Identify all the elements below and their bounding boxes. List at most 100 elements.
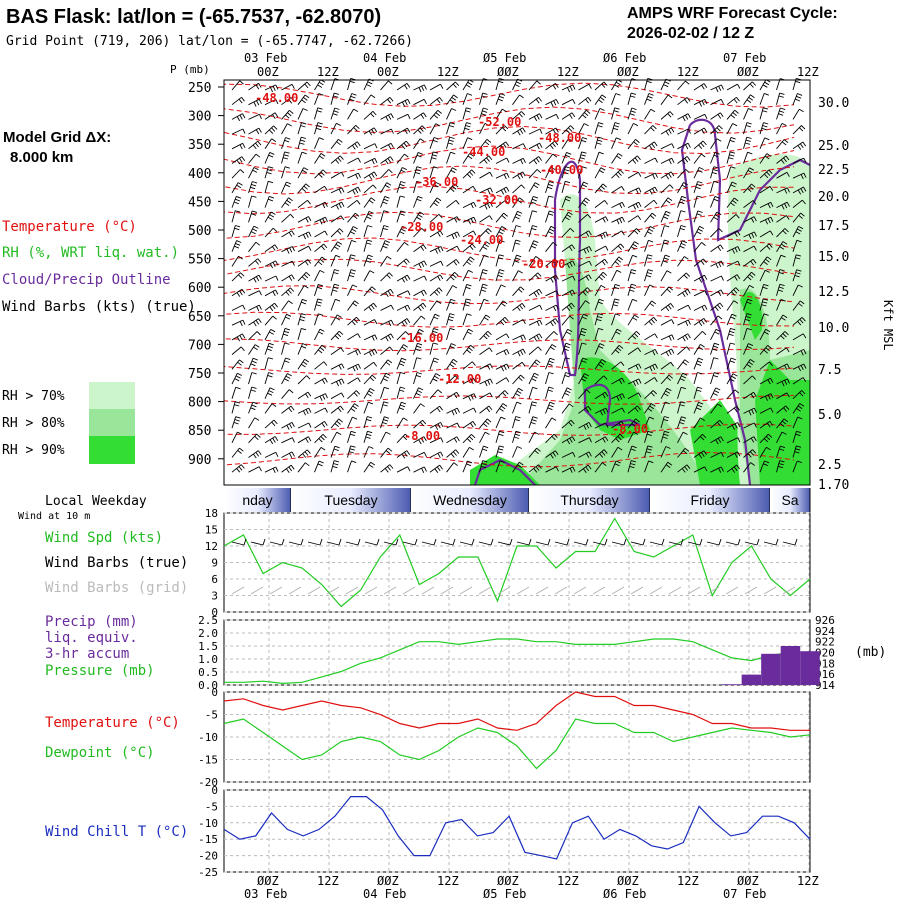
wind-barb-feather	[367, 81, 373, 85]
wind-barb-staff	[594, 449, 605, 458]
wind-barb-feather	[500, 320, 505, 326]
wind-barb-staff	[363, 416, 368, 429]
wind-barb-feather	[434, 468, 439, 473]
wind-barb-feather	[404, 452, 408, 457]
wind-barb-feather	[796, 430, 802, 434]
wind-barb-feather	[550, 321, 554, 327]
wind-barb-feather	[617, 436, 622, 441]
wind-barb-feather	[307, 259, 312, 264]
wind-barb-staff	[248, 358, 254, 370]
wind-barb-feather	[336, 122, 341, 126]
wind-barb-feather	[750, 462, 755, 466]
wind-barb-staff	[743, 200, 754, 208]
wind-barb-feather	[455, 259, 460, 264]
wind-barb-feather	[749, 167, 755, 171]
wind-barb-feather	[784, 188, 788, 194]
wind-barb-feather	[371, 159, 375, 165]
wind-barb-staff	[611, 393, 623, 400]
kft-tick: 5.0	[818, 408, 841, 423]
wind-barb-feather	[554, 140, 559, 146]
wind-barb-staff	[380, 333, 392, 341]
wind-barb-feather	[744, 142, 751, 145]
wind-barb-staff	[297, 152, 303, 164]
wind-barb-feather	[481, 463, 487, 466]
wind-barb-staff	[743, 436, 755, 444]
wind-barb-feather	[583, 425, 587, 430]
wind-barb-feather	[236, 184, 242, 189]
wind-barb-feather	[697, 404, 703, 408]
wind-barb-staff	[561, 196, 567, 208]
wind-barb-feather	[695, 186, 701, 190]
wind-barb-feather	[730, 357, 736, 361]
temperature-line	[223, 691, 810, 731]
wind-barb-feather	[696, 363, 702, 367]
wind-barb-feather	[650, 108, 656, 113]
surface-wind-barb-feather	[262, 538, 266, 546]
wind-barb-feather	[450, 298, 456, 302]
wind-barb-feather	[621, 186, 625, 191]
wind-barb-feather	[800, 212, 805, 217]
wind-barb-feather	[549, 210, 555, 213]
wind-barb-feather	[255, 142, 259, 148]
wind-barb-feather	[650, 215, 655, 219]
wind-barb-feather	[714, 331, 720, 335]
wind-barb-feather	[387, 98, 392, 104]
wind-barb-feather	[506, 186, 510, 192]
wind-barb-feather	[252, 181, 258, 184]
wind-barb-feather	[252, 210, 258, 213]
wind-barb-staff	[759, 361, 770, 370]
wind-barb-feather	[794, 274, 800, 278]
wind-barb-feather	[599, 361, 605, 366]
wind-barb-feather	[747, 453, 752, 458]
wind-barb-staff	[759, 377, 771, 385]
wind-barb-feather	[797, 321, 802, 326]
wind-barb-feather	[796, 445, 802, 448]
wind-barb-staff	[561, 329, 568, 341]
wind-barb-staff	[462, 256, 471, 267]
wind-barb-staff	[776, 299, 782, 311]
wind-barb-feather	[665, 306, 670, 312]
wind-barb-feather	[304, 260, 309, 266]
wind-barb-feather	[635, 418, 640, 423]
wind-barb-feather	[534, 431, 540, 435]
wind-barb-feather	[449, 136, 455, 139]
wind-barb-feather	[371, 129, 375, 134]
top-hour-tick: ØØZ	[737, 65, 759, 79]
wind-barb-feather	[337, 230, 342, 235]
wind-barb-staff	[776, 431, 783, 444]
wind-barb-feather	[614, 122, 620, 125]
wind-barb-feather	[236, 336, 241, 342]
wind-barb-staff	[759, 186, 771, 194]
wind-barb-staff	[462, 377, 474, 385]
wind-barb-feather	[404, 153, 409, 158]
wind-barb-feather	[250, 186, 256, 190]
wind-barb-staff	[248, 417, 256, 429]
wind-barb-staff	[710, 451, 722, 458]
wind-barb-feather	[764, 81, 770, 86]
wind-barb-feather	[647, 272, 653, 275]
wind-barb-staff	[776, 139, 785, 150]
wind-barb-feather	[255, 241, 261, 246]
wind-barb-feather	[335, 243, 341, 248]
wind-barb-feather	[588, 230, 592, 236]
wind-barb-staff	[644, 390, 654, 400]
wind-barb-feather	[684, 290, 689, 296]
wind-barb-feather	[481, 113, 487, 116]
wind-barb-feather	[420, 315, 426, 320]
wind-barb-feather	[665, 210, 671, 214]
wind-barb-feather	[698, 144, 703, 149]
wind-barb-feather	[697, 228, 703, 232]
wind-barb-staff	[759, 460, 765, 473]
wind-barb-feather	[753, 436, 757, 442]
wind-barb-staff	[297, 81, 308, 91]
wind-barb-feather	[720, 84, 724, 90]
wind-barb-staff	[446, 259, 457, 267]
wind-barb-feather	[504, 390, 509, 395]
wind-barb-feather	[466, 261, 471, 266]
wind-barb-feather	[388, 80, 393, 85]
wind-barb-feather	[798, 302, 803, 307]
wind-barb-staff	[693, 258, 704, 267]
wind-barb-staff	[462, 447, 470, 458]
wind-barb-feather	[635, 380, 639, 385]
wind-barb-feather	[340, 215, 345, 221]
